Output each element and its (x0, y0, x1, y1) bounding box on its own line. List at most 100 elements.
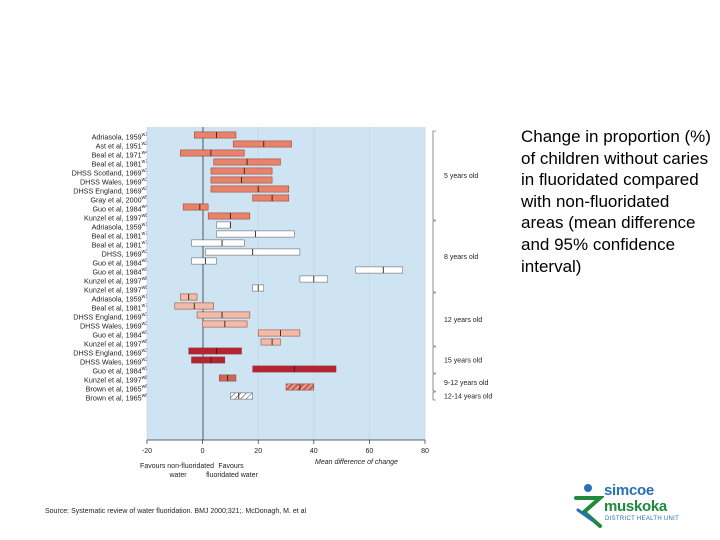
study-reference: w8 (141, 338, 148, 345)
study-label: Beal et al, 1981w7 (8, 239, 148, 249)
ci-bar (216, 221, 231, 229)
group-label: 12-14 years old (444, 394, 492, 401)
ci-bar (355, 266, 404, 274)
study-reference: w1 (141, 131, 148, 138)
study-label: DHSS Wales, 1969w3 (8, 320, 148, 330)
study-label: Ast et al, 1951w2 (8, 140, 148, 150)
study-label: Adriasola, 1959w1 (8, 221, 148, 231)
study-reference: w9 (141, 365, 148, 372)
study-name: DHSS England, 1969 (73, 185, 142, 195)
study-label: DHSS England, 1969w3 (8, 185, 148, 195)
study-label: DHSS Scotland, 1969w3 (8, 167, 148, 177)
group-label: 12 years old (444, 317, 482, 324)
ci-bar (257, 329, 301, 337)
study-reference: w4 (141, 203, 148, 210)
study-reference: w1 (141, 221, 148, 228)
group-bracket (432, 391, 436, 401)
ci-bar (210, 167, 273, 175)
study-name: DHSS, 1969 (101, 248, 142, 258)
study-name: Kunzel et al, 1997 (84, 338, 142, 348)
study-label: Adriasola, 1959w1 (8, 131, 148, 141)
study-name: Guo et al, 1984 (92, 365, 142, 375)
simcoe-muskoka-logo: simcoe muskoka DISTRICT HEALTH UNIT (572, 482, 712, 532)
ci-bar (188, 347, 242, 355)
study-label: Beal et al, 1981w7 (8, 230, 148, 240)
favours-left-line-2: water (168, 472, 187, 479)
study-reference: w3 (141, 176, 148, 183)
plot-background (147, 127, 425, 440)
study-name: Gray et al, 2000 (90, 194, 142, 204)
study-label: Gray et al, 2000w5 (8, 194, 148, 204)
study-name: DHSS Scotland, 1969 (71, 167, 142, 177)
logo-text-muskoka: muskoka (604, 498, 667, 515)
study-name: Brown et al, 1965 (85, 392, 142, 402)
study-label: DHSS Wales, 1969w3 (8, 356, 148, 366)
study-label: Brown et al, 1965w6 (8, 383, 148, 393)
study-name: Beal et al, 1971 (91, 149, 142, 159)
study-reference: w9 (141, 329, 148, 336)
logo-text-simcoe: simcoe (604, 482, 654, 499)
study-reference: w2 (141, 140, 148, 147)
health-unit-logo-icon (574, 484, 604, 528)
study-reference: w3 (141, 356, 148, 363)
study-label: Kunzel et al, 1997w8 (8, 212, 148, 222)
study-label: Guo et al, 1984w9 (8, 257, 148, 267)
x-tick-label: 40 (310, 448, 318, 455)
study-label: Guo et al, 1984w9 (8, 329, 148, 339)
study-label: Kunzel et al, 1997w8 (8, 284, 148, 294)
group-label: 9-12 years old (444, 380, 488, 387)
study-reference: w5 (141, 194, 148, 201)
study-name: Ast et al, 1951 (95, 140, 142, 150)
study-reference: w1 (141, 293, 148, 300)
chart-caption: Change in proportion (%) of children wit… (521, 127, 711, 276)
study-name: Beal et al, 1981 (91, 302, 142, 312)
favours-left-line-1: Favours non-fluoridated (140, 463, 214, 470)
study-label: Beal et al, 1981w7 (8, 302, 148, 312)
x-tick-label: 80 (421, 448, 429, 455)
study-name: Beal et al, 1981 (91, 230, 142, 240)
study-reference: w8 (141, 212, 148, 219)
ci-bar (194, 131, 237, 139)
ci-bar (191, 356, 226, 364)
study-label: DHSS, 1969w3 (8, 248, 148, 258)
ci-bar (230, 392, 253, 400)
study-name: Adriasola, 1959 (91, 293, 142, 303)
study-reference: w7 (141, 302, 148, 309)
ci-bar (210, 185, 290, 193)
study-name: Beal et al, 1981 (91, 158, 142, 168)
study-reference: w3 (141, 248, 148, 255)
study-label: Guo et al, 1984w9 (8, 266, 148, 276)
study-name: DHSS Wales, 1969 (79, 356, 142, 366)
study-reference: w7 (141, 230, 148, 237)
x-tick-label: 60 (366, 448, 374, 455)
study-reference: w7 (141, 158, 148, 165)
logo-text-subtitle: DISTRICT HEALTH UNIT (605, 516, 680, 522)
study-label: DHSS England, 1969w3 (8, 347, 148, 357)
study-label: Guo et al, 1984w4 (8, 203, 148, 213)
study-label: Kunzel et al, 1997w8 (8, 338, 148, 348)
ci-bar (252, 194, 290, 202)
group-label: 8 years old (444, 254, 478, 261)
study-name: Guo et al, 1984 (92, 257, 142, 267)
group-label: 5 years old (444, 173, 478, 180)
study-label: Beal et al, 1981w7 (8, 158, 148, 168)
ci-bar (182, 203, 209, 211)
favours-right-label: Favours fluoridated water (206, 463, 258, 479)
study-label: Kunzel et al, 1997w8 (8, 275, 148, 285)
study-name: DHSS England, 1969 (73, 347, 142, 357)
study-name: Brown et al, 1965 (85, 383, 142, 393)
x-axis-label: Mean difference of change (315, 459, 398, 466)
study-label: DHSS England, 1969w3 (8, 311, 148, 321)
study-label: Guo et al, 1984w9 (8, 365, 148, 375)
x-axis-ticks: -20 0 20 40 60 80 (142, 439, 429, 455)
study-reference: w7 (141, 239, 148, 246)
study-name: Guo et al, 1984 (92, 266, 142, 276)
study-reference: w3 (141, 347, 148, 354)
group-bracket (432, 292, 436, 347)
ci-bar (207, 212, 251, 220)
study-name: DHSS England, 1969 (73, 311, 142, 321)
favours-left-label: Favours non-fluoridated water (140, 463, 216, 479)
study-reference: w4 (141, 149, 148, 156)
